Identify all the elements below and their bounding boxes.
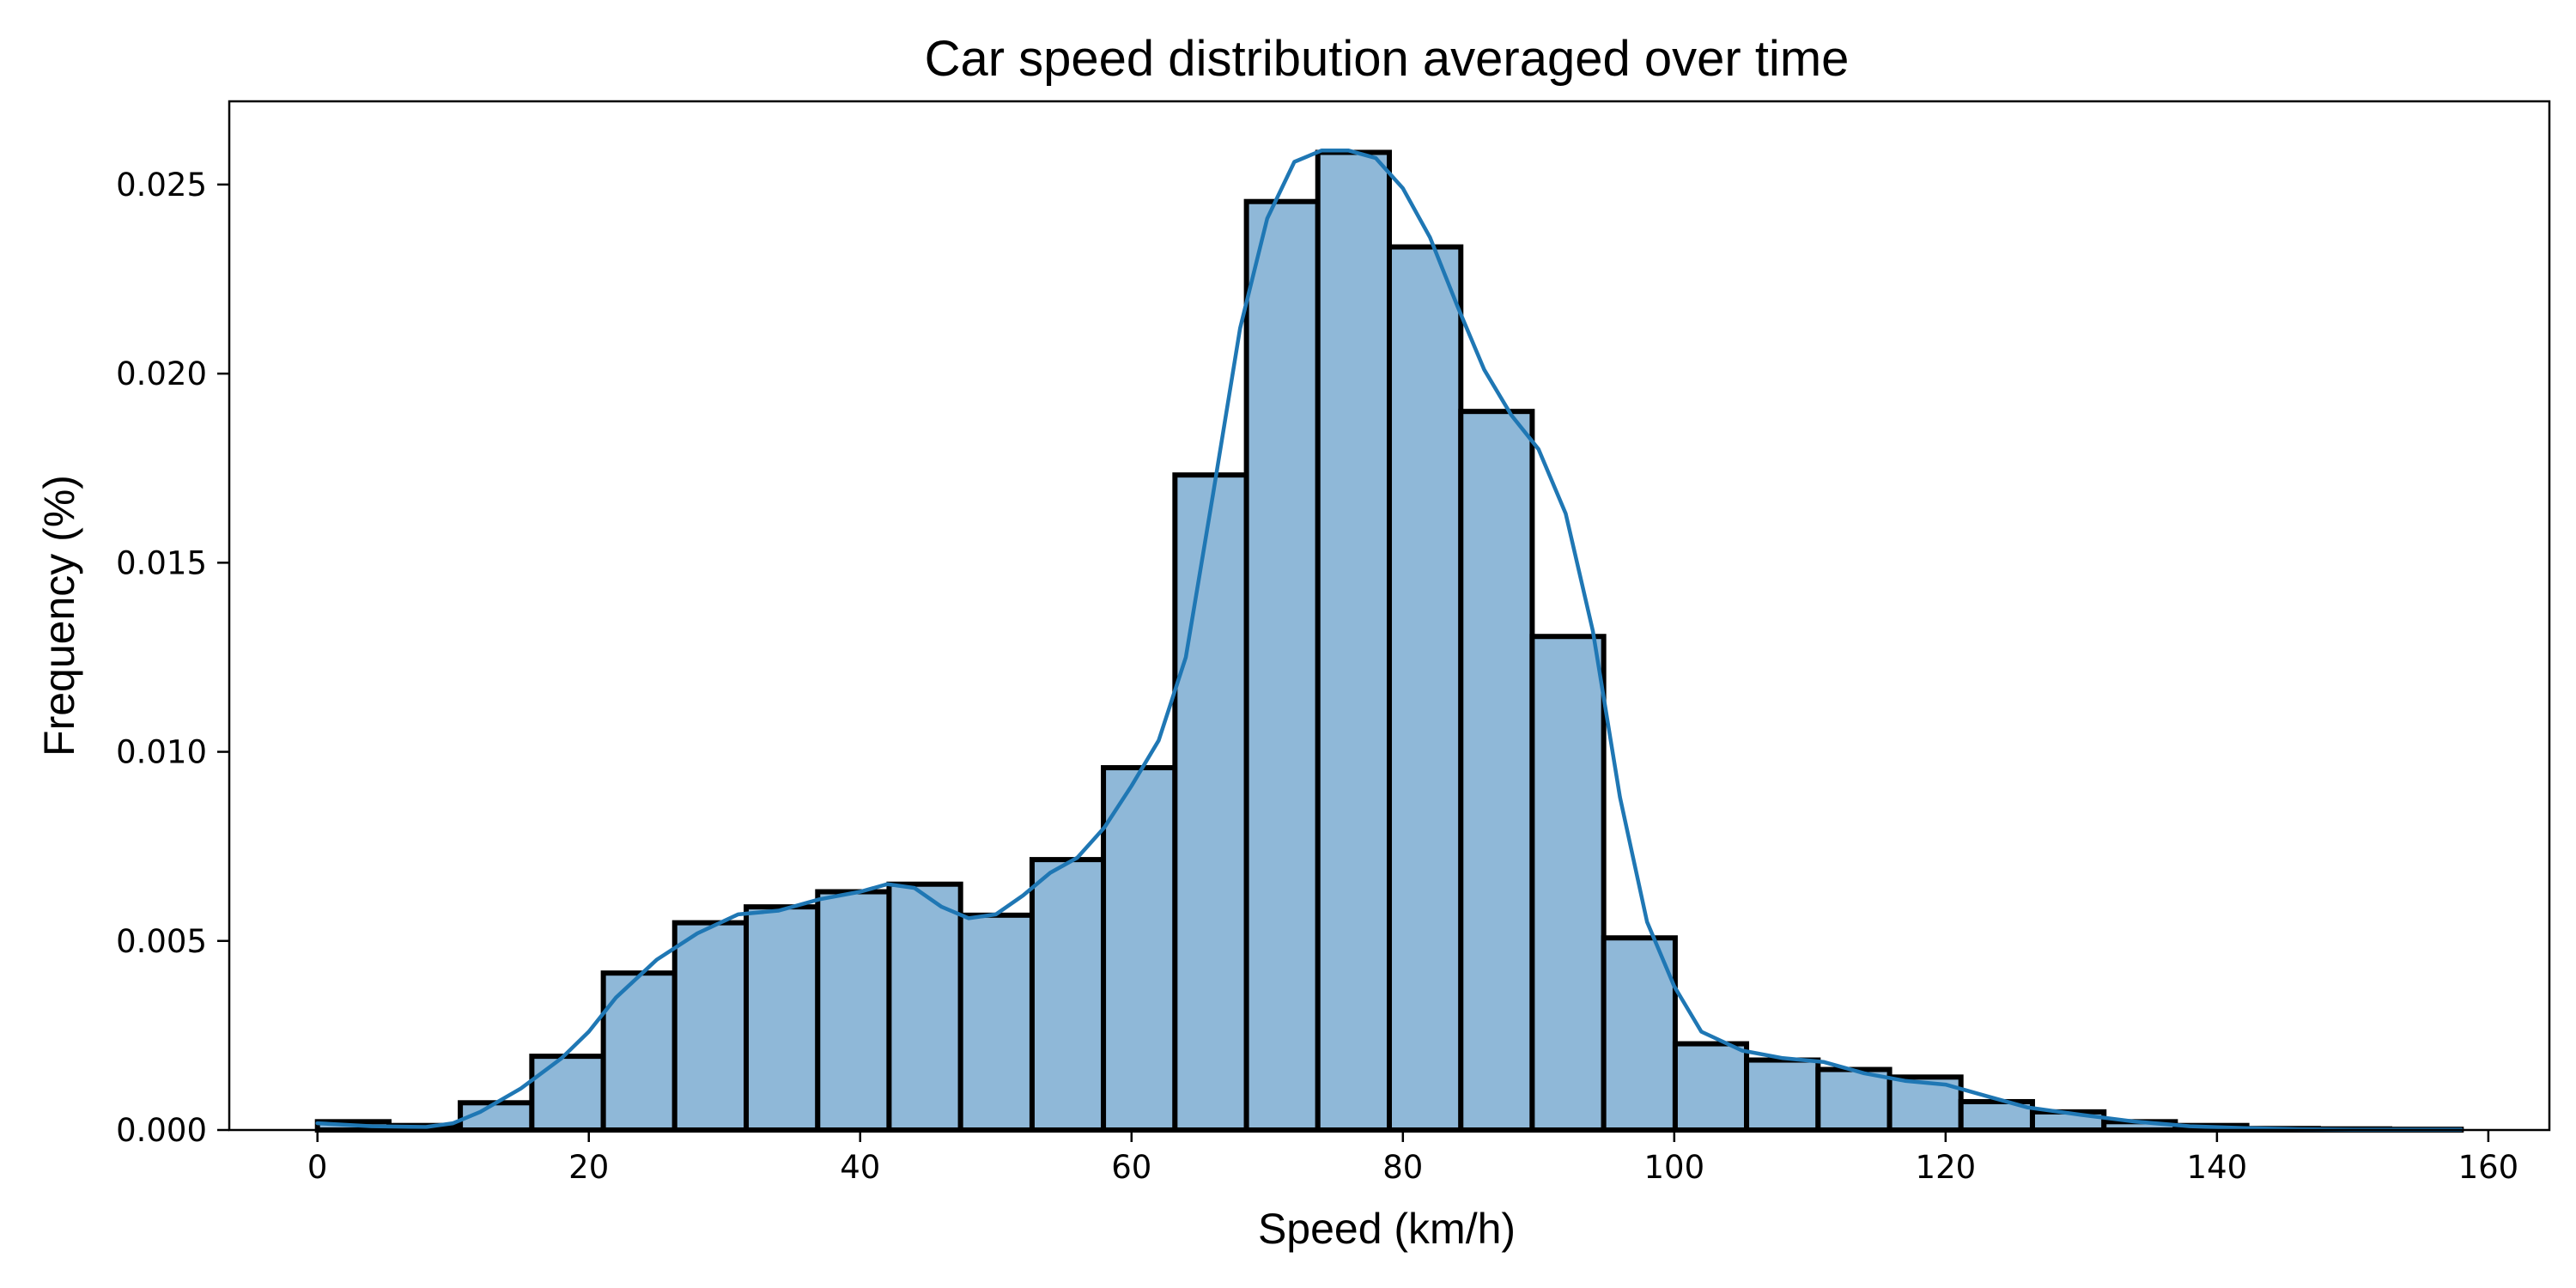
histogram-bar xyxy=(529,1054,606,1133)
histogram-bar xyxy=(1101,765,1178,1133)
histogram-bar xyxy=(1458,409,1535,1133)
histogram-bar xyxy=(1315,149,1392,1133)
histogram-bar xyxy=(957,912,1035,1133)
histogram-bar xyxy=(1672,1041,1750,1133)
histogram-bar xyxy=(1815,1066,1893,1133)
y-tick-label: 0.010 xyxy=(116,734,207,771)
y-tick-label: 0.020 xyxy=(116,355,207,392)
histogram-bar xyxy=(886,881,963,1133)
x-tick-label: 140 xyxy=(2187,1149,2248,1186)
y-tick-label: 0.000 xyxy=(116,1112,207,1149)
histogram-bar xyxy=(600,970,677,1133)
x-tick-label: 20 xyxy=(568,1149,609,1186)
histogram-bar xyxy=(1172,472,1249,1133)
histogram-bar xyxy=(1529,634,1607,1133)
y-tick-label: 0.005 xyxy=(116,923,207,960)
x-tick-label: 100 xyxy=(1644,1149,1705,1186)
chart-title: Car speed distribution averaged over tim… xyxy=(925,31,1850,87)
y-tick-label: 0.025 xyxy=(116,167,207,204)
histogram-bar xyxy=(1744,1057,1821,1133)
kde-curve xyxy=(315,149,2464,1132)
histogram-bar xyxy=(1601,935,1678,1133)
y-axis-label: Frequency (%) xyxy=(35,475,83,756)
y-axis: 0.000 0.005 0.010 0.015 0.020 0.025 xyxy=(116,167,229,1149)
bars-group xyxy=(314,149,2464,1133)
x-tick-label: 80 xyxy=(1382,1149,1423,1186)
histogram-bar xyxy=(1029,857,1107,1133)
x-tick-label: 60 xyxy=(1111,1149,1151,1186)
histogram-bar xyxy=(815,889,892,1133)
plot-frame xyxy=(228,100,2551,1132)
y-tick-label: 0.015 xyxy=(116,544,207,581)
histogram-bar xyxy=(671,920,750,1133)
x-tick-label: 40 xyxy=(840,1149,880,1186)
histogram-bar xyxy=(1387,244,1464,1133)
x-tick-label: 160 xyxy=(2458,1149,2519,1186)
histogram-bar xyxy=(1243,198,1321,1133)
histogram-bar xyxy=(744,904,821,1133)
kde-group xyxy=(315,149,2464,1132)
x-tick-label: 0 xyxy=(307,1149,328,1186)
x-axis-label: Speed (km/h) xyxy=(1258,1205,1516,1253)
x-tick-label: 120 xyxy=(1916,1149,1977,1186)
x-axis: 0 20 40 60 80 100 120 140 160 xyxy=(307,1130,2518,1186)
